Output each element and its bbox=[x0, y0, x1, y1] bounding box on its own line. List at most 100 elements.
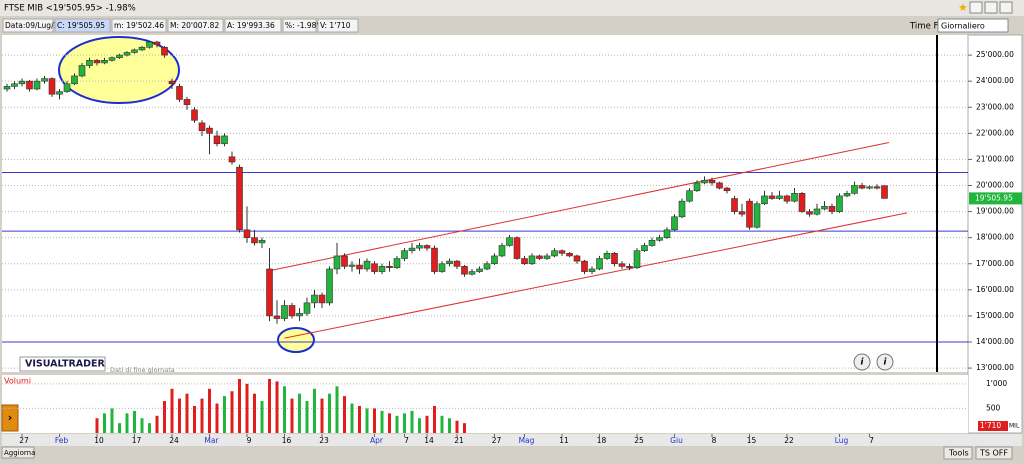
candle-body bbox=[123, 52, 131, 56]
trend-line bbox=[284, 212, 908, 339]
brand: VISUALTRADER bbox=[25, 359, 106, 370]
candle-body bbox=[153, 41, 161, 45]
candle-body bbox=[138, 46, 146, 51]
y-tick-label: 25'000.00 bbox=[976, 50, 1014, 59]
close-button[interactable] bbox=[999, 1, 1013, 14]
candle-body bbox=[768, 195, 776, 199]
x-tick-label: 23 bbox=[319, 436, 329, 445]
minimize-button[interactable] bbox=[969, 1, 983, 14]
volume-bar bbox=[245, 383, 249, 433]
info-button[interactable] bbox=[876, 353, 894, 371]
candle-body bbox=[56, 91, 63, 95]
ts-button[interactable] bbox=[975, 446, 1013, 460]
candle-body bbox=[551, 250, 558, 257]
field: m: 19'502.46 bbox=[114, 21, 164, 30]
candle-body bbox=[311, 294, 318, 304]
candle-body bbox=[686, 190, 693, 202]
candle-body bbox=[191, 109, 198, 121]
candle-body bbox=[491, 255, 498, 265]
volume-bar bbox=[298, 393, 301, 433]
volume-bar bbox=[455, 420, 459, 433]
candle-body bbox=[656, 237, 663, 241]
volume-last-box bbox=[978, 421, 1008, 431]
candle-body bbox=[348, 264, 356, 267]
candle-body bbox=[11, 83, 18, 87]
field-box bbox=[167, 18, 224, 33]
candle-body bbox=[791, 193, 798, 202]
candle-body bbox=[333, 255, 341, 270]
x-tick-label: 22 bbox=[784, 436, 794, 445]
y-tick-label: 19'000.00 bbox=[976, 207, 1014, 216]
last-price-box bbox=[969, 192, 1022, 205]
volume-bar bbox=[305, 401, 309, 433]
candle-body bbox=[753, 203, 761, 228]
field: %: -1.98% bbox=[285, 21, 324, 30]
x-tick-label: 24 bbox=[169, 436, 179, 445]
candle-body bbox=[273, 315, 281, 319]
candle-body bbox=[483, 263, 491, 270]
volume-bar bbox=[118, 423, 121, 433]
candle-body bbox=[213, 135, 221, 145]
candle-body bbox=[611, 253, 618, 265]
volume-bar bbox=[343, 396, 346, 433]
candle-body bbox=[266, 268, 273, 317]
candle-body bbox=[408, 247, 416, 252]
volume-bar bbox=[185, 393, 189, 433]
candle-body bbox=[251, 237, 258, 244]
candle-body bbox=[663, 229, 671, 238]
maximize-button[interactable] bbox=[984, 1, 998, 14]
candle-body bbox=[33, 80, 41, 90]
star-icon[interactable]: ★ bbox=[958, 1, 968, 14]
candle-body bbox=[71, 75, 78, 85]
volume-bar bbox=[155, 415, 159, 433]
volume-bar bbox=[433, 405, 436, 433]
y-tick-label: 17'000.00 bbox=[976, 259, 1014, 268]
volume-bar bbox=[283, 386, 286, 433]
refresh-label: Aggiorna bbox=[4, 449, 35, 457]
tools-button[interactable] bbox=[943, 446, 973, 460]
volume-bar bbox=[133, 410, 136, 433]
candle-body bbox=[513, 237, 521, 259]
candle-body bbox=[183, 99, 191, 105]
candle-body bbox=[26, 80, 33, 90]
candle-body bbox=[618, 263, 626, 267]
candle-body bbox=[243, 229, 251, 238]
brand-note: Dati di fine giornata bbox=[110, 366, 175, 374]
candle-body bbox=[423, 245, 431, 249]
candle-body bbox=[258, 239, 266, 244]
x-tick-label: 9 bbox=[247, 436, 252, 445]
candle-body bbox=[296, 313, 303, 317]
volume-bar bbox=[350, 403, 354, 433]
volume-bar bbox=[403, 413, 406, 433]
candle-body bbox=[431, 247, 438, 272]
field-box bbox=[54, 18, 111, 33]
time-frame-label: Time Frame bbox=[909, 22, 960, 32]
candle-body bbox=[746, 200, 753, 228]
window-title: FTSE MIB <19'505.95> -1.98% bbox=[4, 4, 136, 14]
field: C: 19'505.95 bbox=[57, 21, 105, 30]
volume-bar bbox=[328, 393, 331, 433]
volume-bar bbox=[140, 418, 144, 433]
y-tick-label: 14'000.00 bbox=[976, 337, 1014, 346]
candle-body bbox=[498, 245, 506, 257]
refresh-button[interactable] bbox=[1, 446, 35, 459]
volume-bar bbox=[215, 403, 219, 433]
volume-bar bbox=[425, 415, 429, 433]
side-panel-button[interactable] bbox=[1, 404, 19, 432]
info-button[interactable] bbox=[853, 353, 871, 371]
candle-body bbox=[438, 263, 446, 272]
candle-body bbox=[378, 266, 386, 272]
candle-body bbox=[716, 182, 723, 189]
candle-body bbox=[626, 266, 633, 268]
candle-body bbox=[761, 195, 768, 205]
candle-body bbox=[836, 195, 843, 212]
volume-bar bbox=[275, 381, 279, 433]
volume-bar bbox=[268, 378, 271, 433]
candle-body bbox=[281, 305, 288, 319]
candle-body bbox=[401, 250, 408, 259]
candle-body bbox=[48, 78, 56, 95]
time-frame-select[interactable] bbox=[937, 18, 1009, 33]
volume-tick-label: 500 bbox=[986, 403, 1001, 412]
